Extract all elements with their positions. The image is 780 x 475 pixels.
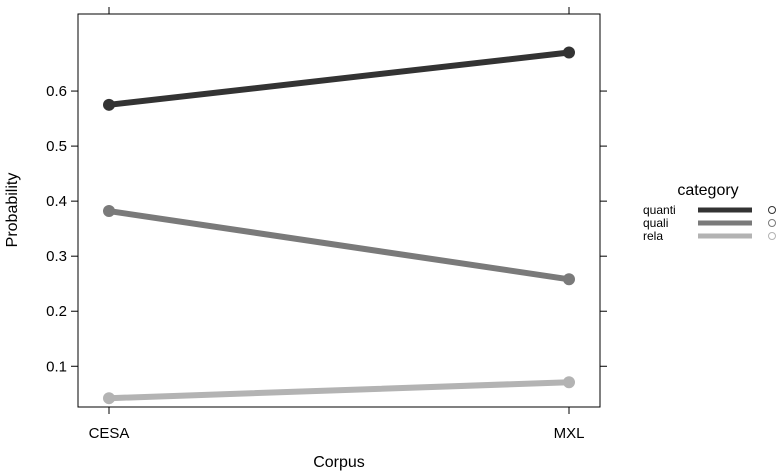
x-axis-label: Corpus — [313, 454, 365, 471]
y-axis: 0.1 0.2 0.3 0.4 0.5 0.6 — [46, 83, 607, 375]
series-layer — [103, 46, 575, 405]
y-tick-label: 0.5 — [46, 138, 67, 155]
data-point — [103, 205, 115, 218]
legend-title: category — [677, 182, 738, 199]
x-axis: CESA MXL — [89, 7, 585, 442]
series-line — [106, 49, 572, 108]
data-point — [563, 273, 575, 286]
series-line — [106, 208, 572, 283]
data-point — [563, 46, 575, 59]
y-tick-label: 0.2 — [46, 303, 67, 320]
legend-point-marker — [768, 206, 776, 214]
plot-frame — [77, 13, 601, 408]
x-tick-label: CESA — [89, 425, 130, 442]
data-point — [103, 392, 115, 405]
series-quanti — [103, 46, 575, 111]
legend-label: quanti — [643, 203, 676, 217]
data-point — [563, 376, 575, 389]
x-tick-label: MXL — [554, 425, 585, 442]
series-line — [106, 379, 572, 402]
legend-point-marker — [768, 219, 776, 227]
y-axis-label: Probability — [4, 173, 21, 248]
series-quali — [103, 205, 575, 286]
legend-label: rela — [643, 229, 663, 243]
y-tick-label: 0.1 — [46, 358, 67, 375]
legend-point-marker — [768, 232, 776, 240]
y-tick-label: 0.6 — [46, 83, 67, 100]
y-tick-label: 0.4 — [46, 193, 67, 210]
legend-label: quali — [643, 216, 668, 230]
data-point — [103, 98, 115, 111]
y-tick-label: 0.3 — [46, 248, 67, 265]
series-rela — [103, 376, 575, 405]
